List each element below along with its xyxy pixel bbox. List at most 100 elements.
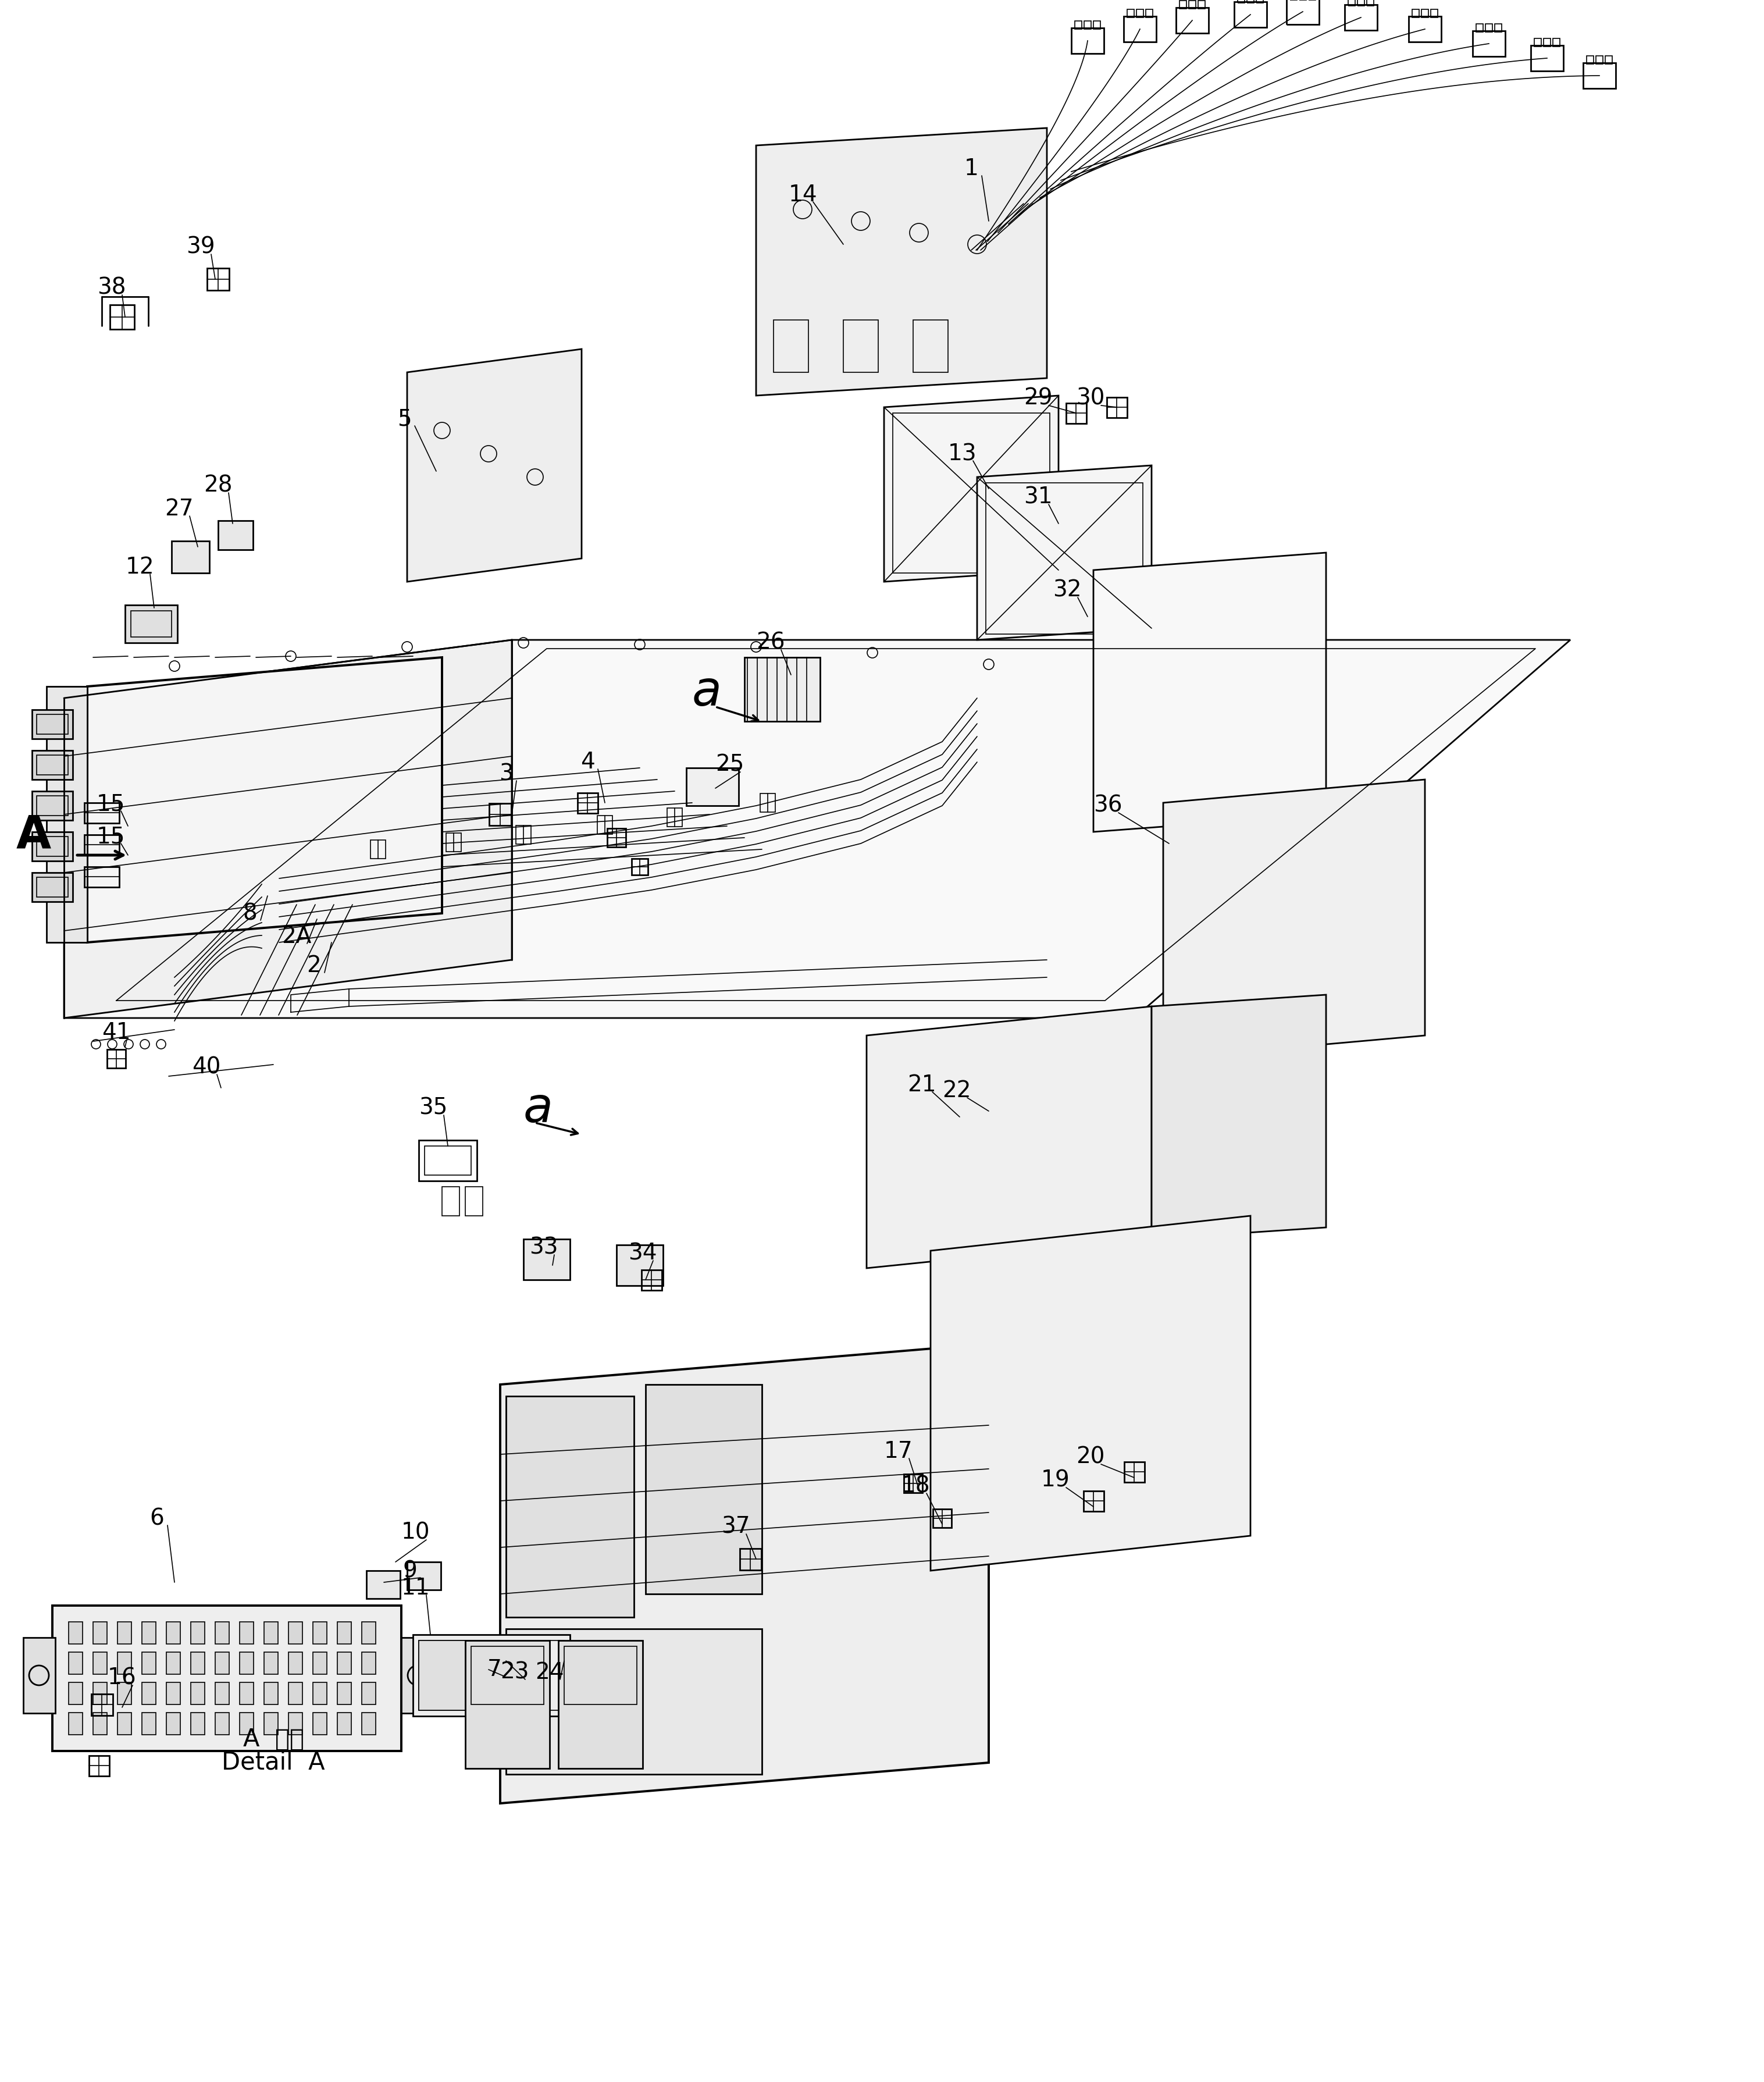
Bar bbox=[32, 750, 72, 779]
Polygon shape bbox=[501, 1343, 990, 1803]
Bar bbox=[37, 877, 69, 897]
Bar bbox=[1177, 8, 1208, 33]
Bar bbox=[240, 1682, 254, 1705]
Text: 2A: 2A bbox=[282, 926, 312, 947]
Text: 16: 16 bbox=[108, 1668, 136, 1689]
Bar bbox=[1531, 46, 1563, 71]
Text: 9: 9 bbox=[402, 1559, 418, 1582]
Text: 38: 38 bbox=[97, 277, 125, 300]
Bar bbox=[1238, 0, 1245, 2]
Bar bbox=[1582, 62, 1616, 87]
Bar bbox=[1235, 2, 1267, 27]
Bar bbox=[289, 1713, 302, 1734]
Bar bbox=[1367, 0, 1374, 6]
Bar bbox=[93, 1713, 108, 1734]
Bar bbox=[1083, 1491, 1104, 1512]
Text: 6: 6 bbox=[150, 1507, 164, 1530]
Polygon shape bbox=[1162, 779, 1425, 1060]
Bar bbox=[1535, 37, 1542, 46]
Bar bbox=[1180, 0, 1187, 8]
Polygon shape bbox=[64, 639, 512, 1018]
Polygon shape bbox=[64, 639, 1570, 1018]
Bar bbox=[53, 1605, 400, 1751]
Bar bbox=[289, 1653, 302, 1674]
Text: Detail  A: Detail A bbox=[222, 1751, 325, 1774]
Bar bbox=[686, 768, 739, 806]
Bar bbox=[1136, 8, 1143, 17]
Bar bbox=[265, 1622, 279, 1645]
Bar bbox=[1189, 0, 1196, 8]
Bar bbox=[774, 321, 808, 373]
Bar bbox=[69, 1713, 83, 1734]
Text: 15: 15 bbox=[95, 824, 125, 847]
Bar bbox=[215, 1622, 229, 1645]
Bar bbox=[914, 321, 947, 373]
Text: 34: 34 bbox=[628, 1243, 656, 1264]
Bar bbox=[1247, 0, 1254, 2]
Text: 22: 22 bbox=[942, 1081, 972, 1101]
Text: 39: 39 bbox=[187, 235, 215, 258]
Bar bbox=[1286, 0, 1319, 25]
Bar bbox=[85, 866, 120, 887]
Text: 10: 10 bbox=[402, 1522, 430, 1545]
Text: 32: 32 bbox=[1053, 579, 1081, 602]
Bar bbox=[506, 1397, 633, 1618]
Text: 28: 28 bbox=[203, 475, 233, 498]
Bar bbox=[577, 793, 598, 814]
Bar bbox=[131, 610, 171, 637]
Bar bbox=[215, 1713, 229, 1734]
Bar bbox=[206, 269, 229, 289]
Bar bbox=[1485, 23, 1492, 31]
Text: 27: 27 bbox=[164, 498, 194, 520]
Bar bbox=[93, 1682, 108, 1705]
Text: 2: 2 bbox=[307, 956, 321, 976]
Bar bbox=[986, 483, 1143, 635]
Bar bbox=[88, 1755, 109, 1776]
Bar bbox=[109, 304, 134, 329]
Bar bbox=[506, 1628, 762, 1774]
Text: 14: 14 bbox=[789, 183, 817, 206]
Text: 13: 13 bbox=[947, 443, 977, 464]
Bar bbox=[85, 804, 120, 822]
Bar bbox=[265, 1682, 279, 1705]
Text: 7: 7 bbox=[487, 1659, 501, 1680]
Bar bbox=[425, 1145, 471, 1174]
Bar bbox=[418, 1641, 564, 1709]
Bar bbox=[37, 795, 69, 816]
Bar bbox=[1586, 56, 1593, 65]
Bar bbox=[92, 1695, 113, 1716]
Bar bbox=[559, 1641, 642, 1768]
Text: 31: 31 bbox=[1023, 487, 1053, 508]
Polygon shape bbox=[46, 687, 86, 943]
Bar bbox=[1124, 1462, 1145, 1482]
Text: 15: 15 bbox=[95, 793, 125, 814]
Bar bbox=[69, 1653, 83, 1674]
Bar bbox=[1124, 17, 1155, 42]
Bar bbox=[125, 606, 178, 643]
Bar bbox=[739, 1549, 762, 1570]
Bar bbox=[418, 1641, 466, 1709]
Bar bbox=[215, 1653, 229, 1674]
Bar bbox=[240, 1713, 254, 1734]
Bar bbox=[191, 1622, 205, 1645]
Bar bbox=[93, 1653, 108, 1674]
Polygon shape bbox=[86, 658, 443, 943]
Bar bbox=[37, 756, 69, 775]
Text: a: a bbox=[524, 1085, 552, 1133]
Bar bbox=[843, 321, 878, 373]
Text: 12: 12 bbox=[125, 556, 153, 579]
Text: 19: 19 bbox=[1041, 1470, 1071, 1491]
Polygon shape bbox=[757, 127, 1046, 396]
Bar bbox=[1422, 8, 1429, 17]
Bar bbox=[607, 829, 626, 847]
Bar bbox=[1198, 0, 1205, 8]
Polygon shape bbox=[407, 350, 582, 581]
Bar bbox=[443, 1187, 459, 1216]
Text: 18: 18 bbox=[901, 1476, 930, 1497]
Bar bbox=[191, 1653, 205, 1674]
Bar bbox=[166, 1622, 180, 1645]
Bar bbox=[118, 1682, 132, 1705]
Text: 33: 33 bbox=[529, 1237, 557, 1260]
Bar bbox=[32, 833, 72, 862]
Bar bbox=[289, 1682, 302, 1705]
